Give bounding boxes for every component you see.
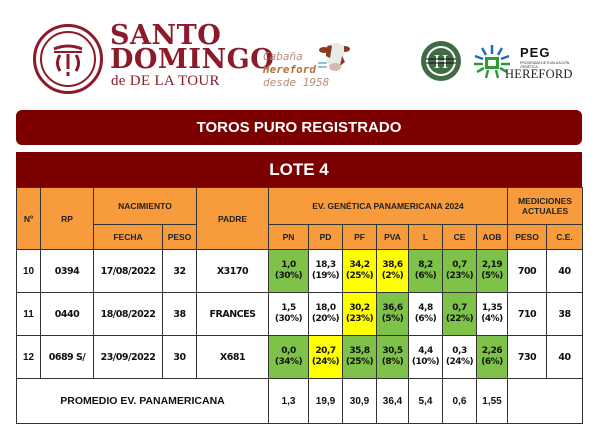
cell-ce: 0,7 (22%)	[442, 292, 477, 336]
logo-inner-ring	[40, 31, 96, 87]
cell-pva: 30,5 (8%)	[376, 335, 409, 379]
cell-pf: 30,2 (23%)	[342, 292, 377, 336]
header-row-2: FECHA PESO PN PD PF PVA L CE AOB PESO C.…	[17, 224, 584, 250]
cell-pn: 1,5 (30%)	[268, 292, 309, 336]
avg-pd: 19,9	[308, 378, 343, 424]
avg-pva: 36,4	[376, 378, 409, 424]
col-header-pf: PF	[342, 224, 377, 250]
brand-subtitle: de DE LA TOUR	[111, 73, 220, 89]
cell-pva: 38,6 (2%)	[376, 249, 409, 293]
svg-text:H: H	[434, 51, 448, 73]
cell-aob: 2,19 (5%)	[476, 249, 508, 293]
cell-rp: 0440	[40, 292, 94, 336]
cell-pva: 36,6 (5%)	[376, 292, 409, 336]
cell-pf: 35,8 (25%)	[342, 335, 377, 379]
col-header-ce-actual: C.E.	[545, 224, 584, 250]
table-row: 10 0394 17/08/2022 32 X3170 1,0 (30%) 18…	[16, 249, 584, 293]
cell-nro: 12	[16, 335, 41, 379]
cell-pd: 18,3 (19%)	[308, 249, 343, 293]
peg-hereford-logo	[472, 42, 570, 82]
cell-rp: 0394	[40, 249, 94, 293]
cell-l: 4,8 (6%)	[408, 292, 443, 336]
cell-peso-actual: 730	[507, 335, 547, 379]
avg-aob: 1,55	[476, 378, 508, 424]
cell-peso-actual: 700	[507, 249, 547, 293]
cell-pd: 20,7 (24%)	[308, 335, 343, 379]
table-row: 12 0689 S/ 23/09/2022 30 X681 0,0 (34%) 2…	[16, 335, 584, 379]
col-header-padre: PADRE	[196, 187, 269, 250]
cell-aob: 1,35 (4%)	[476, 292, 508, 336]
bulls-table: Nº RP NACIMIENTO PADRE EV. GENÉTICA PANA…	[16, 187, 584, 424]
cell-fecha: 18/08/2022	[93, 292, 163, 336]
average-label: PROMEDIO EV. PANAMERICANA	[16, 378, 269, 424]
col-header-rp: RP	[40, 187, 94, 250]
cell-pf: 34,2 (25%)	[342, 249, 377, 293]
category-banner: TOROS PURO REGISTRADO	[16, 110, 582, 145]
peg-subtitle: PROGRAMA DE EVALUACIÓN GENÉTICA	[520, 61, 570, 69]
avg-pf: 30,9	[342, 378, 377, 424]
header-row-1: Nº RP NACIMIENTO PADRE EV. GENÉTICA PANA…	[16, 187, 584, 250]
santo-domingo-logo-icon	[33, 24, 103, 94]
cell-peso-actual: 710	[507, 292, 547, 336]
cabana-line-1: Cabaña	[263, 50, 303, 63]
cell-padre: FRANCES	[196, 292, 269, 336]
average-row: PROMEDIO EV. PANAMERICANA 1,3 19,9 30,9 …	[16, 378, 584, 424]
avg-ce: 0,6	[442, 378, 477, 424]
col-header-pva: PVA	[376, 224, 409, 250]
lote-title: LOTE 4	[16, 152, 582, 187]
col-header-nacimiento: NACIMIENTO	[93, 187, 197, 225]
cell-padre: X681	[196, 335, 269, 379]
col-header-l: L	[408, 224, 443, 250]
avg-l: 5,4	[408, 378, 443, 424]
brand-name: SANTO DOMINGO	[110, 20, 275, 75]
brand-line-2: DOMINGO	[110, 44, 275, 75]
col-header-ev-genetica: EV. GENÉTICA PANAMERICANA 2024	[268, 187, 508, 225]
cell-pd: 18,0 (20%)	[308, 292, 343, 336]
cell-peso: 38	[162, 292, 197, 336]
avg-empty	[506, 378, 584, 424]
cabana-text: Cabaña Hereford desde 1958	[263, 50, 329, 89]
col-header-pd: PD	[308, 224, 343, 250]
cell-ce: 0,7 (23%)	[442, 249, 477, 293]
table-row: 11 0440 18/08/2022 38 FRANCES 1,5 (30%) …	[16, 292, 584, 336]
hereford-association-icon: H	[421, 41, 461, 81]
cell-peso: 32	[162, 249, 197, 293]
col-header-nro: Nº	[16, 187, 41, 250]
cell-pn: 0,0 (34%)	[268, 335, 309, 379]
avg-pn: 1,3	[268, 378, 309, 424]
cell-l: 8,2 (6%)	[408, 249, 443, 293]
cell-pn: 1,0 (30%)	[268, 249, 309, 293]
hereford-bull-icon	[318, 43, 350, 71]
peg-hereford-text: HEREFORD	[505, 67, 573, 81]
col-header-ce: CE	[442, 224, 477, 250]
peg-title: PEG	[520, 45, 551, 60]
brand-line-1: SANTO	[110, 20, 222, 51]
col-header-peso-actual: PESO	[507, 224, 547, 250]
cell-peso: 30	[162, 335, 197, 379]
cell-fecha: 23/09/2022	[93, 335, 163, 379]
cell-fecha: 17/08/2022	[93, 249, 163, 293]
cabana-line-3: desde 1958	[263, 76, 330, 89]
cell-nro: 10	[16, 249, 41, 293]
cabana-line-2: Hereford	[263, 63, 316, 76]
cell-aob: 2,26 (6%)	[476, 335, 508, 379]
col-header-aob: AOB	[476, 224, 508, 250]
col-header-mediciones: MEDICIONES ACTUALES	[506, 187, 584, 225]
cell-nro: 11	[16, 292, 41, 336]
cell-ce: 0,3 (24%)	[442, 335, 477, 379]
cell-padre: X3170	[196, 249, 269, 293]
cell-ce-actual: 40	[545, 335, 584, 379]
col-header-peso: PESO	[162, 224, 197, 250]
cell-rp: 0689 S/	[40, 335, 94, 379]
monogram-icon	[53, 44, 83, 76]
col-header-fecha: FECHA	[93, 224, 163, 250]
cell-ce-actual: 40	[545, 249, 584, 293]
cell-ce-actual: 38	[545, 292, 584, 336]
col-header-pn: PN	[268, 224, 309, 250]
peg-sun-icon	[474, 45, 510, 79]
cell-l: 4,4 (10%)	[408, 335, 443, 379]
